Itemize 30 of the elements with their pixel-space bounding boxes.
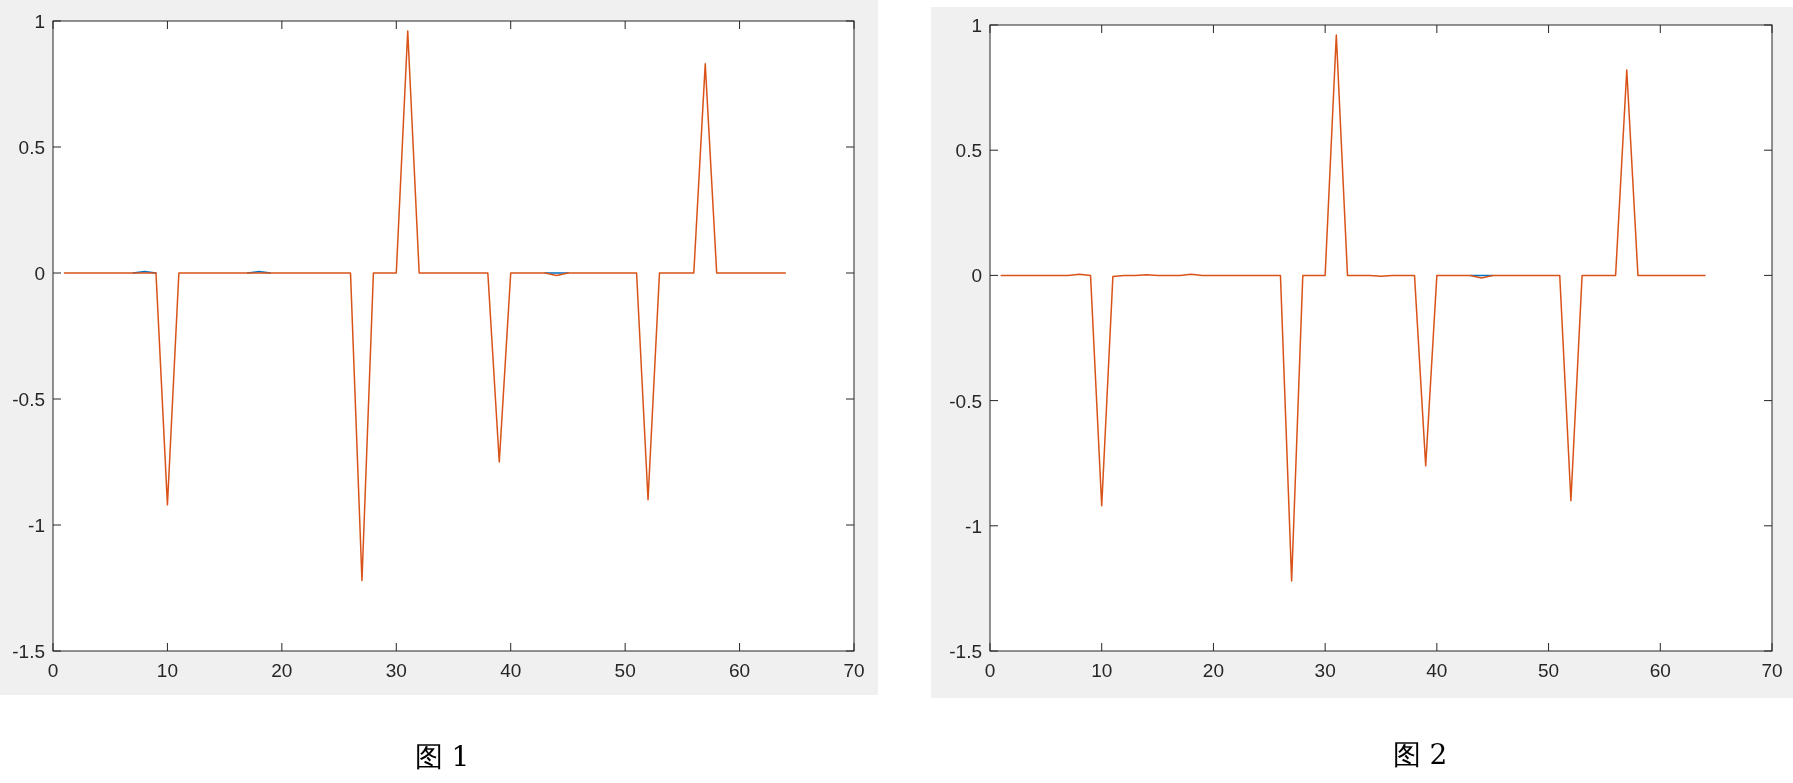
y-tick-label: 0.5 bbox=[955, 140, 982, 162]
y-tick-label: 0 bbox=[34, 263, 45, 284]
x-tick-label: 70 bbox=[1761, 660, 1783, 681]
y-tick-label: -0.5 bbox=[12, 389, 45, 410]
y-tick-label: -1 bbox=[28, 515, 45, 536]
y-tick-label: 0.5 bbox=[18, 137, 45, 158]
y-tick-label: 1 bbox=[971, 15, 982, 36]
y-tick-label: -1.5 bbox=[12, 641, 45, 662]
x-tick-label: 70 bbox=[843, 660, 865, 681]
x-tick-label: 60 bbox=[1649, 660, 1671, 681]
x-tick-label: 30 bbox=[385, 660, 407, 681]
y-tick-label: 0 bbox=[971, 265, 982, 287]
x-tick-label: 40 bbox=[500, 660, 522, 681]
x-tick-label: 10 bbox=[156, 660, 178, 681]
y-tick-label: 1 bbox=[34, 11, 45, 32]
x-tick-label: 20 bbox=[271, 660, 293, 681]
x-tick-label: 50 bbox=[614, 660, 636, 681]
x-tick-label: 0 bbox=[984, 660, 996, 681]
y-tick-label: -0.5 bbox=[949, 390, 982, 412]
x-tick-label: 40 bbox=[1426, 660, 1448, 681]
text: 图 2 bbox=[1392, 738, 1448, 771]
y-tick-label: -1 bbox=[965, 515, 982, 537]
x-tick-label: 50 bbox=[1538, 660, 1560, 681]
x-tick-label: 10 bbox=[1091, 660, 1113, 681]
x-tick-label: 60 bbox=[729, 660, 751, 681]
x-tick-label: 20 bbox=[1202, 660, 1224, 681]
x-tick-label: 30 bbox=[1314, 660, 1336, 681]
text: 图 1 bbox=[414, 740, 470, 773]
y-tick-label: -1.5 bbox=[949, 641, 982, 662]
x-tick-label: 0 bbox=[47, 660, 59, 681]
